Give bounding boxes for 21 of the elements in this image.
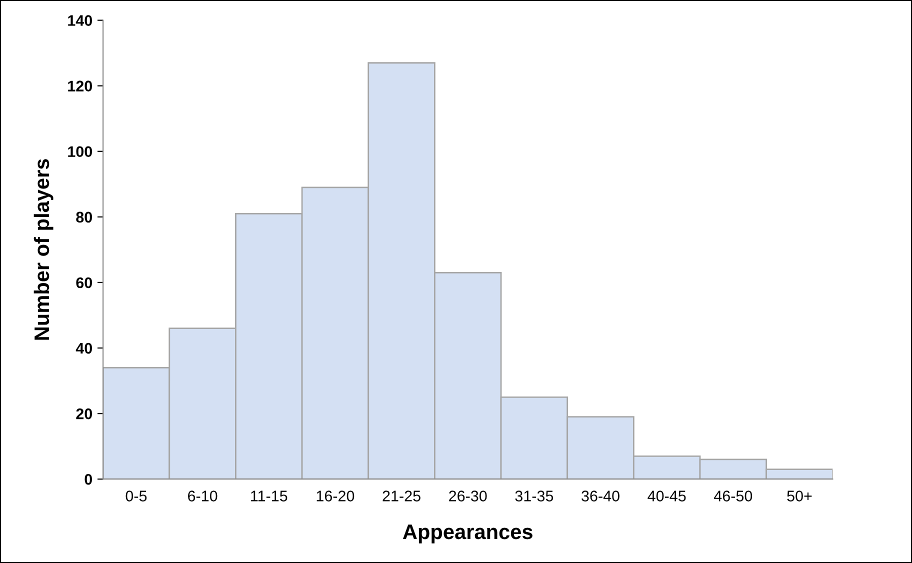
x-tick-label: 36-40 bbox=[582, 490, 620, 502]
y-tick-label: 0 bbox=[84, 474, 92, 485]
y-tick-label: 100 bbox=[68, 146, 92, 158]
x-tick-label: 40-45 bbox=[648, 490, 686, 502]
x-tick-label: 11-15 bbox=[251, 490, 288, 502]
x-tick-label: 50+ bbox=[787, 490, 812, 502]
y-tick-label: 120 bbox=[68, 80, 92, 92]
x-tick-label: 26-30 bbox=[449, 490, 487, 502]
y-tick-label: 40 bbox=[76, 342, 92, 354]
y-axis-title: Number of players bbox=[34, 159, 54, 340]
y-tick-label: 60 bbox=[76, 277, 92, 288]
x-axis-title: Appearances bbox=[402, 524, 532, 544]
x-tick-label: 31-35 bbox=[515, 490, 554, 502]
x-tick-label: 16-20 bbox=[316, 490, 354, 502]
x-tick-label: 21-25 bbox=[382, 490, 420, 502]
x-tick-label: 46-50 bbox=[714, 490, 752, 502]
y-tick-label: 20 bbox=[76, 408, 92, 420]
x-tick-label: 6-10 bbox=[188, 490, 218, 502]
x-tick-label: 0-5 bbox=[126, 490, 147, 502]
y-tick-label: 80 bbox=[76, 212, 92, 223]
y-tick-label: 140 bbox=[68, 15, 92, 26]
